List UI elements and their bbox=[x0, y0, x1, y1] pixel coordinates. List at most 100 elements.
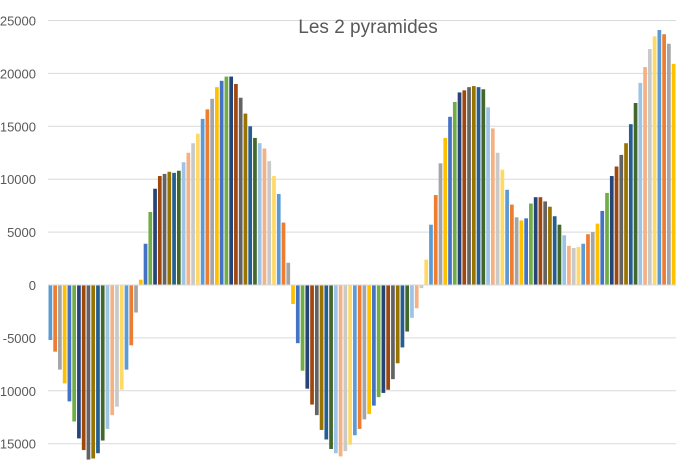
bar bbox=[633, 103, 638, 286]
bar bbox=[162, 173, 167, 285]
bar bbox=[452, 101, 457, 285]
bar bbox=[210, 98, 214, 285]
y-axis-ticks: -15000 -10000 -5000 0 5000 10000 15000 20000 250… bbox=[0, 14, 36, 452]
bar bbox=[77, 285, 81, 439]
bar bbox=[524, 218, 528, 285]
bar bbox=[115, 285, 119, 407]
bar bbox=[571, 247, 576, 285]
bar bbox=[224, 76, 229, 285]
bar bbox=[391, 285, 395, 380]
bar bbox=[234, 83, 238, 285]
bar bbox=[386, 285, 391, 390]
bar bbox=[276, 194, 281, 285]
bar bbox=[248, 126, 253, 285]
bar bbox=[643, 67, 647, 285]
bar bbox=[514, 217, 519, 285]
bar bbox=[628, 124, 633, 286]
bar bbox=[419, 285, 424, 289]
bar bbox=[314, 285, 319, 416]
bar bbox=[486, 107, 490, 285]
bar bbox=[438, 163, 443, 285]
bar bbox=[148, 212, 153, 285]
bar bbox=[595, 223, 600, 285]
bar bbox=[548, 206, 552, 285]
y-tick-label: 5000 bbox=[7, 225, 36, 240]
bar bbox=[67, 285, 72, 402]
bar bbox=[324, 285, 329, 440]
bar bbox=[281, 222, 286, 285]
y-tick-label: 10000 bbox=[0, 172, 36, 187]
y-tick-label: -10000 bbox=[0, 384, 36, 399]
bar bbox=[424, 259, 429, 285]
bar bbox=[429, 224, 433, 285]
bar bbox=[367, 285, 371, 415]
bar bbox=[353, 285, 357, 436]
bar bbox=[91, 285, 96, 459]
bar bbox=[457, 92, 462, 285]
bar bbox=[405, 285, 410, 332]
bar bbox=[295, 285, 300, 344]
bar bbox=[638, 82, 643, 285]
bar bbox=[576, 246, 581, 285]
bar bbox=[124, 285, 129, 370]
bar bbox=[395, 285, 400, 364]
bar bbox=[172, 172, 176, 285]
bar bbox=[129, 285, 134, 346]
bar bbox=[333, 285, 338, 454]
bar bbox=[529, 203, 533, 285]
y-tick-label: 0 bbox=[29, 278, 36, 293]
bar bbox=[167, 171, 172, 285]
gridlines bbox=[48, 20, 676, 445]
bar bbox=[53, 285, 57, 352]
bar bbox=[619, 154, 624, 285]
bar bbox=[205, 109, 210, 286]
bar bbox=[647, 49, 652, 285]
bar bbox=[110, 285, 115, 416]
bar bbox=[605, 192, 609, 285]
bar bbox=[134, 285, 138, 313]
bar bbox=[96, 285, 100, 454]
bar bbox=[624, 143, 628, 285]
bar bbox=[48, 285, 53, 341]
bar bbox=[219, 80, 224, 285]
bar bbox=[433, 195, 438, 285]
bar bbox=[476, 87, 481, 286]
bar bbox=[462, 90, 467, 285]
bar bbox=[519, 220, 524, 285]
bar bbox=[376, 285, 381, 398]
bar bbox=[229, 76, 234, 285]
bar bbox=[662, 34, 666, 285]
bar bbox=[267, 161, 272, 285]
bar bbox=[538, 197, 543, 285]
bar bbox=[471, 86, 476, 285]
bars bbox=[48, 30, 676, 460]
bar bbox=[305, 285, 310, 389]
bar bbox=[58, 285, 62, 370]
bar bbox=[348, 285, 352, 445]
bar bbox=[186, 152, 191, 285]
bar bbox=[100, 285, 105, 441]
bar bbox=[586, 234, 590, 285]
bar bbox=[481, 89, 486, 286]
bar bbox=[657, 30, 662, 285]
bar bbox=[181, 162, 186, 285]
bar bbox=[410, 285, 414, 318]
bar bbox=[191, 143, 195, 285]
y-tick-label: 20000 bbox=[0, 66, 36, 81]
bar bbox=[253, 137, 257, 285]
bar bbox=[138, 279, 143, 285]
bar bbox=[338, 285, 343, 457]
bar bbox=[238, 97, 243, 285]
bar bbox=[143, 243, 148, 285]
bar bbox=[500, 169, 505, 285]
bar bbox=[291, 285, 295, 305]
bar bbox=[72, 285, 77, 422]
bar bbox=[81, 285, 86, 451]
y-tick-label: 25000 bbox=[0, 14, 36, 29]
bar bbox=[153, 188, 157, 285]
bar bbox=[600, 210, 605, 285]
bar bbox=[286, 262, 291, 285]
bar bbox=[557, 224, 562, 285]
chart-title: Les 2 pyramides bbox=[298, 17, 437, 38]
